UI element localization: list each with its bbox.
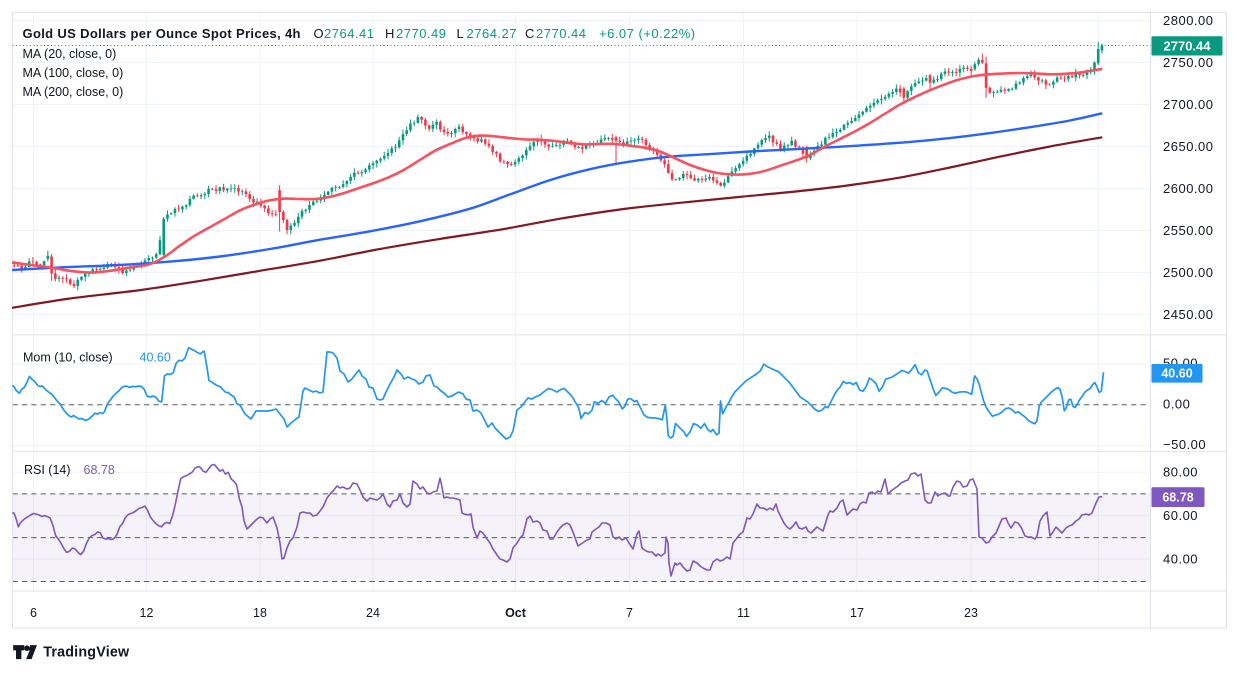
svg-text:24: 24 [366, 606, 380, 620]
svg-text:2764.41: 2764.41 [324, 26, 375, 41]
svg-text:40.00: 40.00 [1163, 551, 1198, 566]
svg-text:7: 7 [626, 606, 633, 620]
svg-text:Gold US Dollars per Ounce Spot: Gold US Dollars per Ounce Spot Prices, 4… [23, 26, 301, 41]
svg-text:2770.44: 2770.44 [536, 26, 587, 41]
svg-text:68.78: 68.78 [84, 463, 115, 477]
svg-text:2800.00: 2800.00 [1163, 13, 1214, 28]
svg-text:11: 11 [737, 606, 750, 620]
svg-text:2650.00: 2650.00 [1163, 139, 1214, 154]
svg-text:60.00: 60.00 [1163, 508, 1198, 523]
svg-text:MA (100, close, 0): MA (100, close, 0) [23, 66, 124, 80]
svg-text:L: L [457, 26, 464, 41]
svg-text:Oct: Oct [505, 606, 527, 620]
svg-text:O: O [314, 26, 324, 41]
svg-text:6: 6 [30, 606, 37, 620]
svg-text:18: 18 [253, 606, 267, 620]
svg-text:MA (20, close, 0): MA (20, close, 0) [23, 47, 117, 61]
svg-text:2770.44: 2770.44 [1164, 38, 1212, 53]
svg-text:23: 23 [964, 606, 978, 620]
svg-text:RSI (14): RSI (14) [24, 463, 71, 477]
svg-text:2600.00: 2600.00 [1163, 181, 1214, 196]
svg-text:2550.00: 2550.00 [1163, 223, 1214, 238]
svg-text:H: H [385, 26, 394, 41]
svg-text:2500.00: 2500.00 [1163, 265, 1214, 280]
svg-text:80.00: 80.00 [1163, 465, 1198, 480]
svg-text:+6.07 (+0.22%): +6.07 (+0.22%) [599, 26, 696, 41]
svg-text:TradingView: TradingView [43, 645, 130, 661]
svg-text:−50.00: −50.00 [1163, 437, 1206, 452]
svg-text:MA (200, close, 0): MA (200, close, 0) [23, 85, 124, 99]
svg-text:Mom (10, close): Mom (10, close) [23, 351, 113, 365]
svg-text:40.60: 40.60 [1161, 367, 1192, 381]
svg-text:2770.49: 2770.49 [396, 26, 447, 41]
svg-text:2450.00: 2450.00 [1163, 307, 1214, 322]
svg-text:68.78: 68.78 [1162, 491, 1193, 505]
svg-text:C: C [525, 26, 534, 41]
svg-text:2764.27: 2764.27 [467, 26, 518, 41]
svg-text:0.00: 0.00 [1163, 397, 1190, 412]
svg-text:12: 12 [140, 606, 154, 620]
svg-text:2700.00: 2700.00 [1163, 97, 1214, 112]
svg-text:40.60: 40.60 [140, 351, 171, 365]
svg-text:2750.00: 2750.00 [1163, 55, 1214, 70]
svg-text:17: 17 [850, 606, 864, 620]
